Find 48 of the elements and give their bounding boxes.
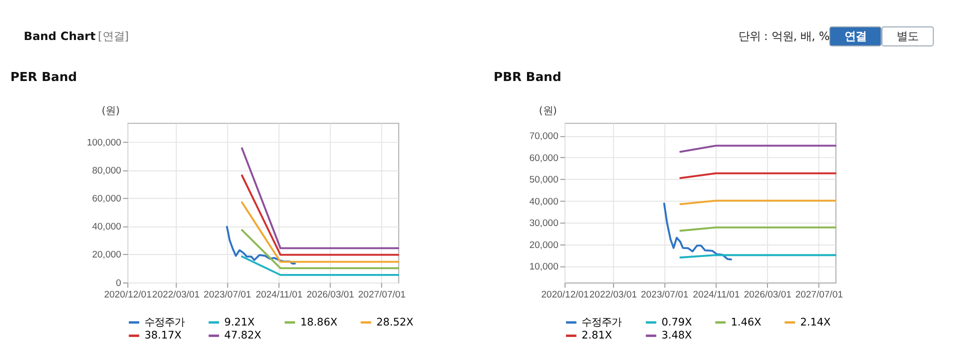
legend-label: 28.52X [376,316,414,328]
y-axis-title: (원) [102,104,120,117]
y-tick-label: 0 [116,278,122,289]
y-tick-label: 20,000 [92,250,122,261]
legend-label: 18.86X [300,316,338,328]
y-tick-label: 50,000 [529,174,558,186]
text: 연결 [844,29,866,44]
y-tick-label: 100,000 [86,137,122,148]
y-tick-label: 10,000 [529,262,558,273]
y-tick-label: 60,000 [92,194,122,205]
y-tick-label: 40,000 [529,196,558,208]
x-tick-label: 2022/03/01 [589,289,637,300]
x-tick-label: 2020/12/01 [104,289,152,300]
line-series [663,202,732,260]
y-tick-label: 40,000 [92,222,122,233]
legend-label: 0.79X [662,316,692,328]
chart-title: PBR Band [494,70,562,84]
x-tick-label: 2023/07/01 [640,289,688,300]
y-tick-label: 60,000 [529,152,558,164]
x-tick-label: 2020/12/01 [541,289,589,300]
y-tick-label: 80,000 [92,165,122,176]
chart-title: PER Band [10,70,77,84]
line-series [226,226,296,264]
y-tick-label: 70,000 [529,131,558,142]
legend-label: 수정주가 [144,316,184,328]
x-tick-label: 2023/07/01 [204,289,252,300]
x-tick-label: 2026/03/01 [306,289,354,300]
y-axis-title: (원) [538,104,558,117]
legend-label: 47.82X [224,330,262,342]
legend-label: 38.17X [144,330,182,342]
x-tick-label: 2027/07/01 [358,289,406,300]
y-tick-label: 30,000 [529,218,558,230]
text: 단위 : 억원, 배, % [738,29,830,44]
x-tick-label: 2024/11/01 [692,289,740,300]
x-tick-label: 2027/07/01 [795,289,843,300]
legend-label: 2.81X [582,330,612,342]
legend-label: 1.46X [730,316,762,328]
legend-label: 3.48X [662,330,692,342]
legend-label: 2.14X [800,316,831,328]
text: 별도 [896,29,919,44]
legend-label: 9.21X [224,316,255,328]
x-tick-label: 2026/03/01 [744,289,792,300]
x-tick-label: 2022/03/01 [152,289,200,300]
legend-label: 수정주가 [582,316,622,328]
text: Band Chart [24,29,96,44]
text: [연결] [98,29,129,44]
x-tick-label: 2024/11/01 [256,289,303,300]
y-tick-label: 20,000 [529,240,558,251]
